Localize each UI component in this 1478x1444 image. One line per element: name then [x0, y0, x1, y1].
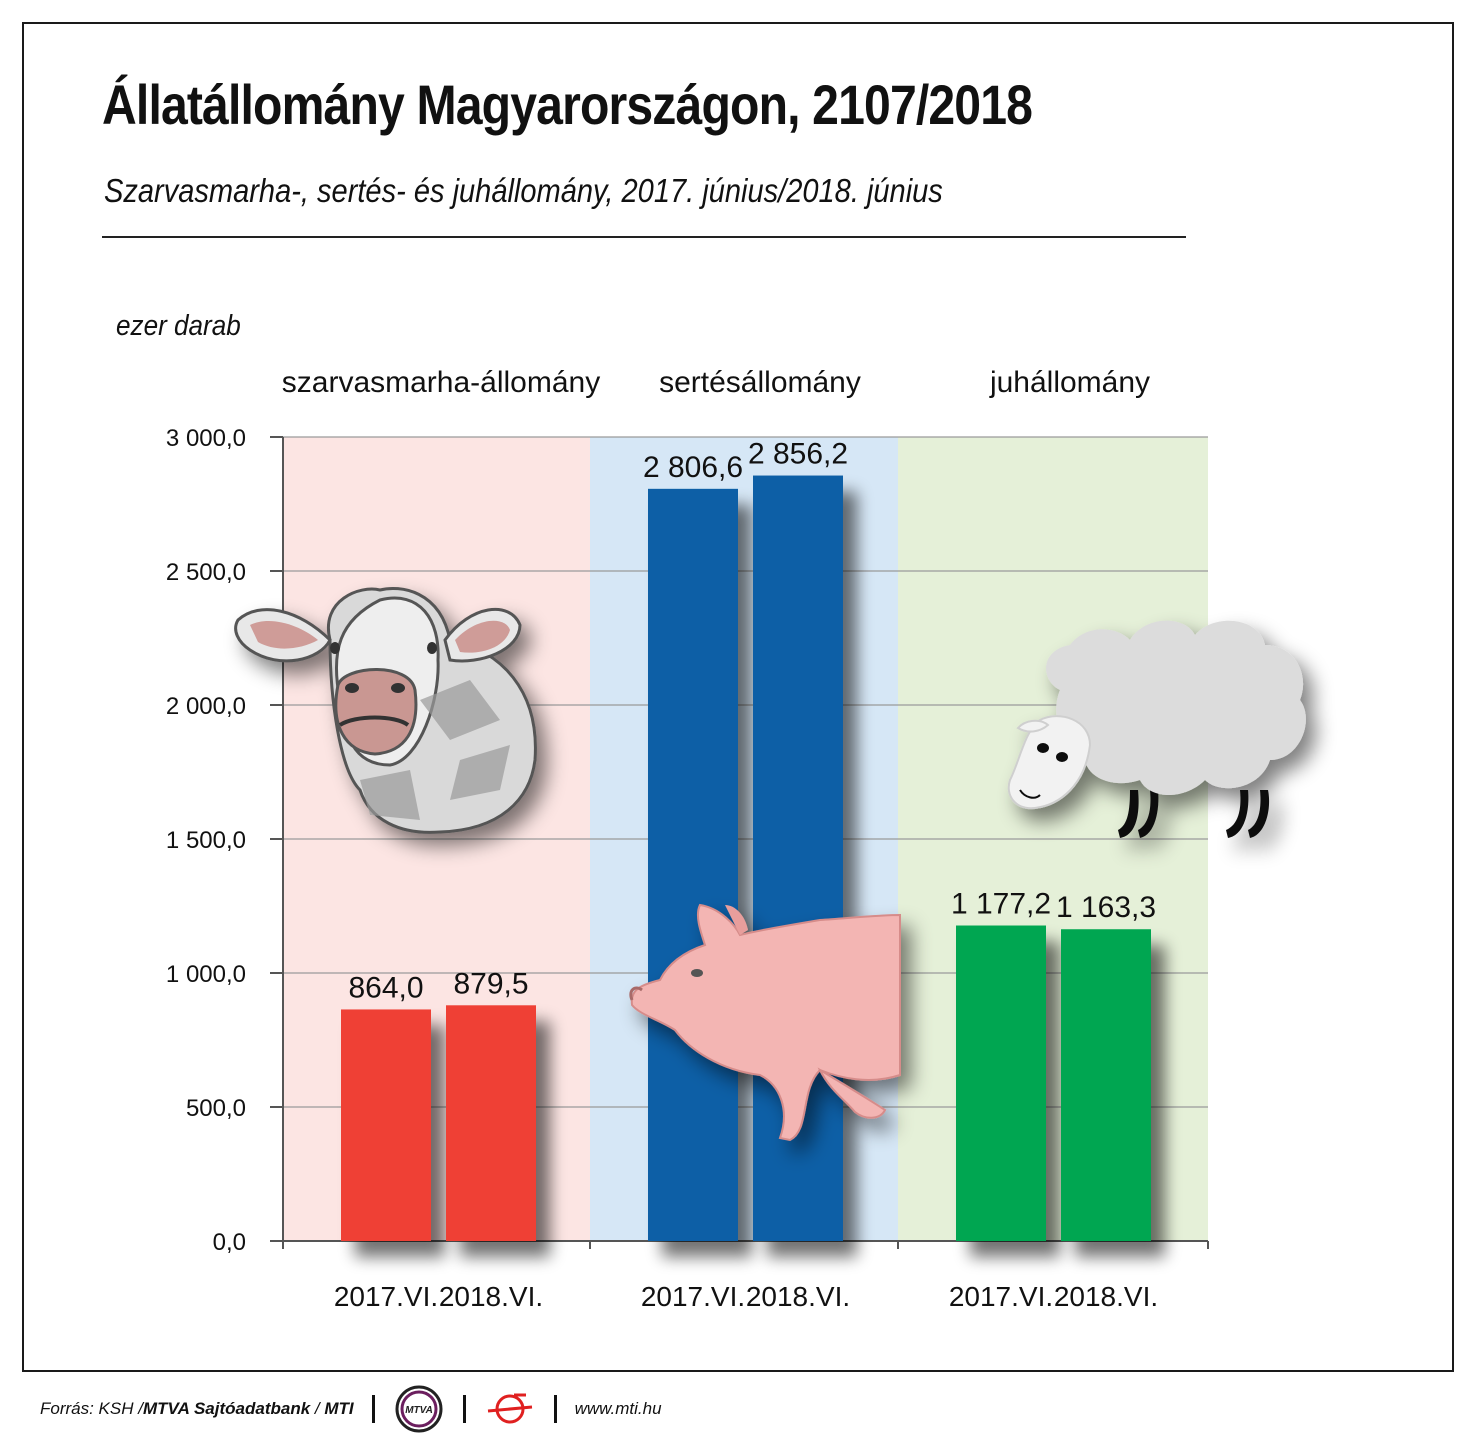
bar [1061, 929, 1151, 1241]
pig-icon [629, 903, 901, 1142]
bar-value-label: 1 163,3 [1056, 891, 1156, 924]
x-category-label: 2018.VI. [746, 1281, 850, 1312]
footer: Forrás: KSH / MTVA Sajtóadatbank / MTI M… [40, 1385, 662, 1433]
bar-value-label: 1 177,2 [951, 888, 1051, 921]
source-prefix: Forrás: KSH / [40, 1399, 143, 1418]
group-title: szarvasmarha-állomány [282, 366, 600, 399]
cow-icon [234, 586, 537, 834]
unit-label: ezer darab [116, 310, 241, 342]
x-category-label: 2018.VI. [1054, 1281, 1158, 1312]
source-bold: MTVA Sajtóadatbank [142, 1399, 311, 1418]
y-tick-label: 2 000,0 [166, 693, 246, 720]
source-mti: MTI [324, 1399, 354, 1418]
y-tick-label: 3 000,0 [166, 425, 246, 452]
bar-value-label: 879,5 [453, 967, 528, 1000]
chart-subtitle: Szarvasmarha-, sertés- és juhállomány, 2… [104, 172, 943, 209]
x-category-label: 2017.VI. [949, 1281, 1053, 1312]
y-tick-label: 1 500,0 [166, 827, 246, 854]
x-category-label: 2017.VI. [641, 1281, 745, 1312]
bar [648, 488, 738, 1242]
chart-title: Állatállomány Magyarországon, 2107/2018 [102, 73, 1033, 136]
y-tick-label: 2 500,0 [166, 559, 246, 586]
y-tick-label: 500,0 [186, 1095, 246, 1122]
bar [341, 1009, 431, 1241]
footer-divider [553, 1395, 557, 1423]
y-tick-label: 1 000,0 [166, 961, 246, 988]
group-title: sertésállomány [659, 366, 861, 399]
x-category-label: 2017.VI. [334, 1281, 438, 1312]
chart-labels: 0,0 500,0 1 000,0 1 500,0 2 000,0 2 500,0 3 00… [166, 366, 1158, 1312]
x-category-label: 2018.VI. [439, 1281, 543, 1312]
mtva-logo: MTVA [395, 1385, 443, 1433]
bar-value-label: 2 806,6 [643, 451, 743, 484]
group-title: juhállomány [989, 366, 1150, 399]
bar-value-label: 864,0 [348, 971, 423, 1004]
bar [446, 1005, 536, 1241]
y-tick-label: 0,0 [213, 1229, 246, 1256]
sheep-icon [1007, 620, 1306, 838]
footer-url: www.mti.hu [574, 1399, 662, 1418]
bars [341, 475, 1151, 1242]
footer-divider [371, 1395, 375, 1423]
source-separator: / [310, 1399, 325, 1418]
bar-value-label: 2 856,2 [748, 438, 848, 471]
title-divider [102, 236, 1186, 238]
mti-logo [487, 1393, 532, 1424]
mtva-logo-text: MTVA [405, 1405, 433, 1416]
bar [956, 925, 1046, 1241]
footer-divider [462, 1395, 466, 1423]
